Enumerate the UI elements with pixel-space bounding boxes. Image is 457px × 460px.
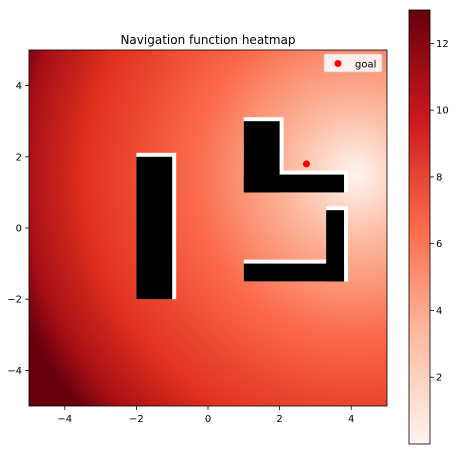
x-tick-label: −2 [129,414,144,425]
colorbar-ticks: 2 4 6 8 10 12 [430,39,449,384]
legend-goal-label: goal [355,60,376,71]
x-tick-label: 4 [348,414,354,425]
x-axis: −4 −2 0 2 4 [57,406,354,425]
colorbar-tick-label: 2 [436,373,442,384]
colorbar-tick-label: 12 [436,39,449,50]
obstacle-lower-horizontal [243,263,345,282]
y-tick-label: 2 [16,152,22,163]
y-tick-label: −4 [7,366,22,377]
colorbar [408,9,431,445]
colorbar-tick-label: 6 [436,239,442,250]
legend-box [323,53,383,73]
x-tick-label: 0 [205,414,211,425]
y-axis: −4 −2 0 2 4 [7,81,29,377]
legend: goal [323,53,383,73]
y-tick-label: 4 [16,81,22,92]
colorbar-tick-label: 4 [436,306,442,317]
colorbar-tick-label: 8 [436,172,442,183]
goal-marker [302,160,310,168]
x-tick-label: 2 [276,414,282,425]
obstacles-layer [136,117,349,300]
chart-title: Navigation function heatmap [120,33,295,47]
obstacle-left-bar [136,156,173,300]
y-tick-label: 0 [16,224,22,235]
obstacle-upper-horizontal [243,174,345,193]
y-tick-label: −2 [7,295,22,306]
goal-layer [302,160,310,168]
legend-goal-marker [334,60,342,67]
x-tick-label: −4 [57,414,72,425]
colorbar-tick-label: 10 [436,106,449,117]
